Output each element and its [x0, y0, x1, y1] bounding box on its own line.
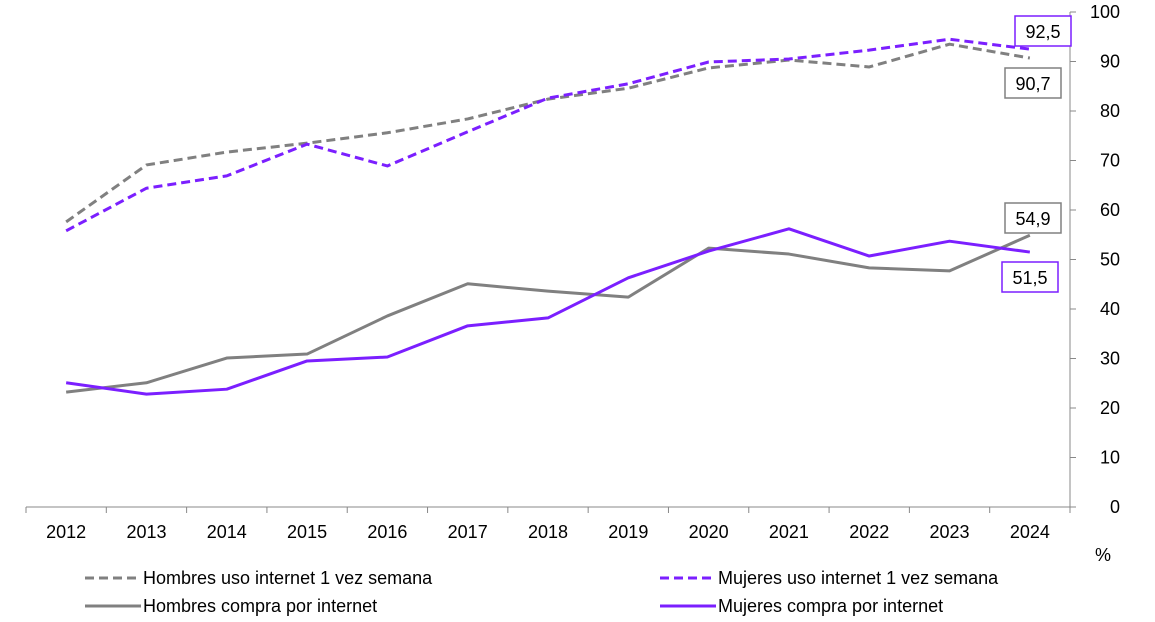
- x-tick-label: 2017: [448, 522, 488, 542]
- y-tick-label: 30: [1100, 349, 1120, 369]
- x-tick-label: 2024: [1010, 522, 1050, 542]
- x-tick-label: 2022: [849, 522, 889, 542]
- x-tick-label: 2012: [46, 522, 86, 542]
- y-tick-label: 0: [1110, 497, 1120, 517]
- data-label-box: [1004, 202, 1062, 234]
- data-label: 92,5: [1025, 22, 1060, 42]
- series-line-0: [65, 42, 1031, 224]
- legend-label: Mujeres uso internet 1 vez semana: [718, 568, 999, 588]
- y-tick-label: 60: [1100, 200, 1120, 220]
- data-label-box: [1001, 261, 1059, 293]
- y-tick-label: 80: [1100, 101, 1120, 121]
- y-tick-label: 50: [1100, 250, 1120, 270]
- x-tick-label: 2015: [287, 522, 327, 542]
- y-tick-label: 70: [1100, 151, 1120, 171]
- data-label: 90,7: [1015, 74, 1050, 94]
- series-line-2: [65, 233, 1031, 394]
- x-tick-label: 2014: [207, 522, 247, 542]
- x-tick-label: 2013: [126, 522, 166, 542]
- data-label: 54,9: [1015, 209, 1050, 229]
- legend-label: Hombres uso internet 1 vez semana: [143, 568, 433, 588]
- x-tick-label: 2016: [367, 522, 407, 542]
- y-tick-label: 100: [1090, 2, 1120, 22]
- y-tick-label: 10: [1100, 448, 1120, 468]
- data-label-box: [1014, 15, 1072, 47]
- y-tick-label: 20: [1100, 398, 1120, 418]
- x-tick-label: 2018: [528, 522, 568, 542]
- legend-label: Hombres compra por internet: [143, 596, 377, 616]
- x-tick-label: 2019: [608, 522, 648, 542]
- legend-label: Mujeres compra por internet: [718, 596, 943, 616]
- data-label-box: [1004, 67, 1062, 99]
- data-label: 51,5: [1012, 268, 1047, 288]
- series-line-1: [65, 37, 1031, 233]
- y-axis-unit: %: [1095, 545, 1111, 565]
- y-tick-label: 40: [1100, 299, 1120, 319]
- x-tick-label: 2020: [689, 522, 729, 542]
- series-line-3: [65, 227, 1031, 396]
- x-tick-label: 2023: [930, 522, 970, 542]
- x-tick-label: 2021: [769, 522, 809, 542]
- y-tick-label: 90: [1100, 52, 1120, 72]
